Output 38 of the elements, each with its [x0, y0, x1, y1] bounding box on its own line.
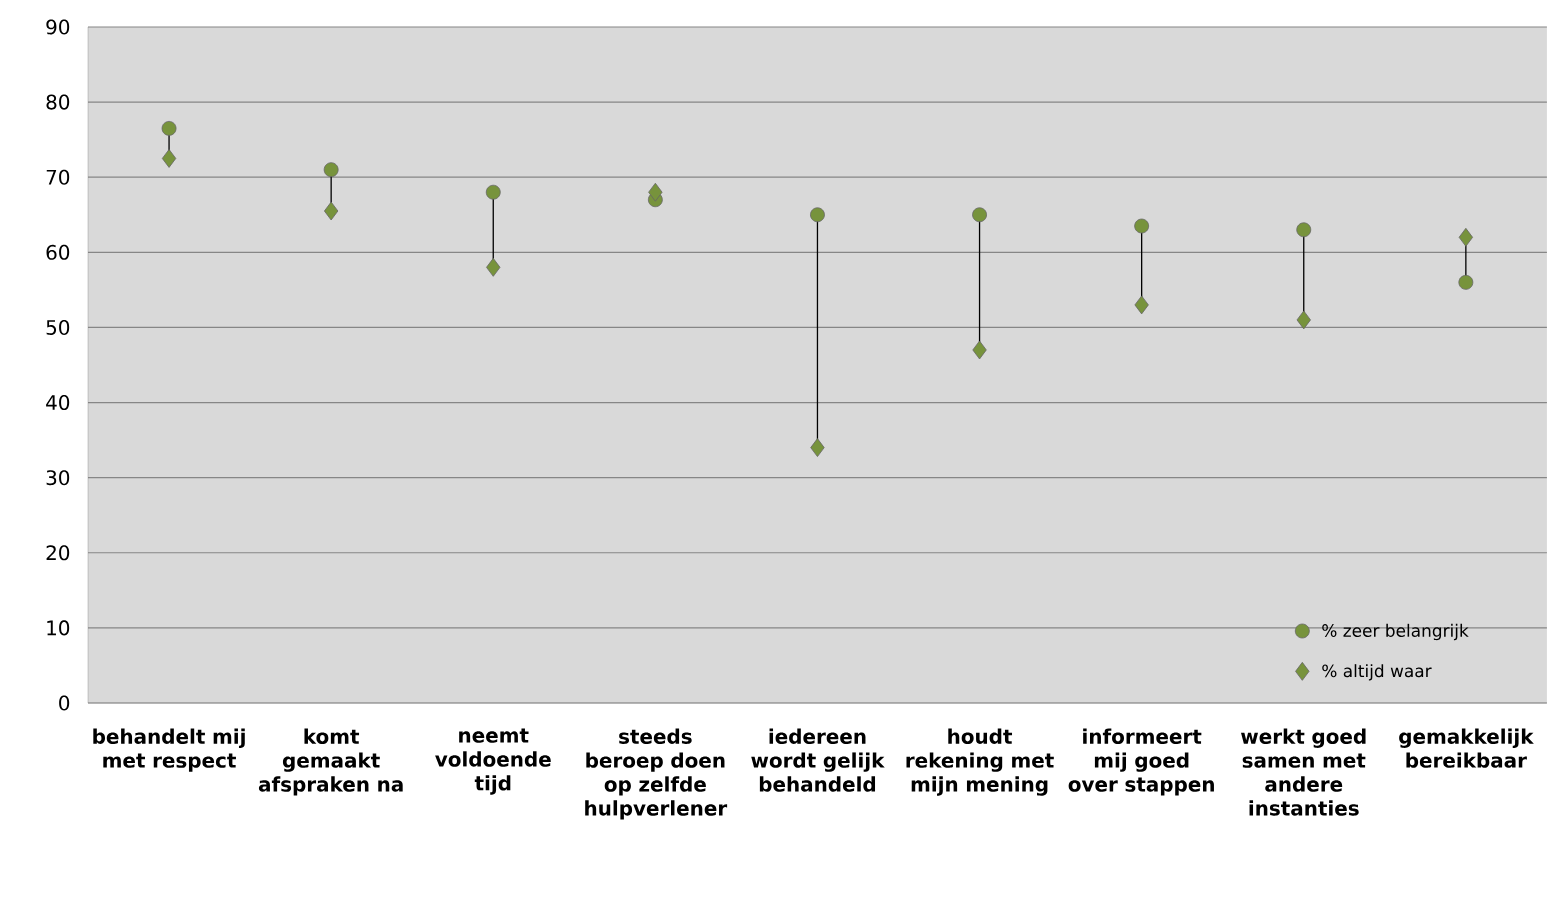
point [486, 257, 501, 277]
x-tick-label: neemt voldoende tijd [435, 728, 551, 795]
y-tick-label: 0 [59, 695, 70, 711]
y-tick-label: 80 [46, 94, 70, 110]
point [1134, 218, 1150, 234]
point [323, 162, 339, 178]
x-tick-label: informeert mij goed over stappen [1068, 728, 1214, 796]
point [161, 120, 177, 136]
point [1458, 227, 1474, 247]
legend-label: % altijd waar [1322, 664, 1432, 681]
x-tick-label: steeds beroep doen op zelfde hulpverlener [585, 728, 728, 820]
y-tick-label: 70 [46, 169, 70, 185]
x-tick-label: werkt goed samen met andere instanties [1241, 728, 1366, 816]
point [810, 207, 825, 223]
x-tick-label: iedereen wordt gelijk behandeld [751, 728, 885, 792]
point [1458, 274, 1474, 290]
point [161, 149, 177, 168]
y-tick-label: 10 [47, 620, 70, 636]
point [1134, 295, 1149, 315]
point [1296, 222, 1312, 238]
y-tick-label: 20 [46, 545, 70, 561]
y-tick-label: 60 [46, 244, 70, 260]
y-tick-label: 40 [46, 395, 70, 411]
point [648, 182, 663, 202]
point [324, 201, 339, 221]
y-tick-label: 30 [46, 470, 70, 486]
point [972, 340, 987, 360]
point [810, 438, 825, 458]
y-tick-label: 90 [46, 19, 70, 35]
x-tick-label: komt gemaakt afspraken na [258, 728, 403, 796]
point [485, 184, 501, 200]
point [1296, 310, 1311, 330]
x-tick-label: houdt rekening met mijn mening [906, 728, 1054, 796]
x-tick-label: behandelt mij met respect [93, 728, 245, 772]
y-tick-label: 50 [46, 319, 70, 335]
legend-label: % zeer belangrijk [1322, 623, 1469, 641]
point [972, 207, 987, 223]
x-tick-label: gemakkelijk bereikbaar [1399, 728, 1534, 768]
